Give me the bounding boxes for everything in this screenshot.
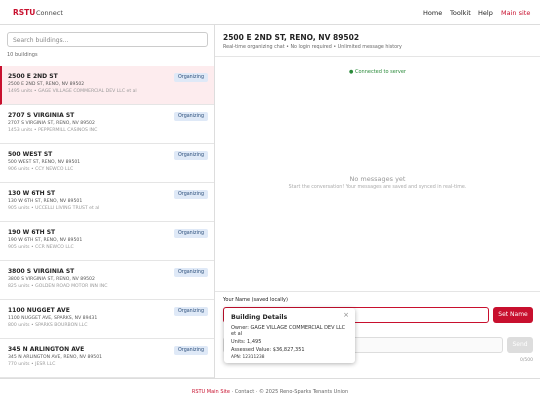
building-item[interactable]: 2500 E 2ND ST 2500 E 2ND ST, RENO, NV 895… (0, 66, 214, 105)
status-text: Connected to server (355, 69, 406, 75)
building-address: 3800 S VIRGINIA ST, RENO, NV 89502 (8, 277, 95, 282)
status-badge: Organizing (174, 346, 208, 355)
building-item[interactable]: 3800 S VIRGINIA ST 3800 S VIRGINIA ST, RE… (0, 261, 214, 300)
empty-text: Start the conversation! Your messages ar… (288, 185, 467, 190)
building-name: 2500 E 2ND ST (8, 73, 58, 80)
placeholder: Search buildings... (13, 37, 69, 44)
footer-link[interactable]: RSTU Main Site (191, 389, 230, 395)
building-address: 1100 NUGGET AVE, SPARKS, NV 89431 (8, 316, 98, 321)
brand[interactable]: RSTU (13, 8, 36, 17)
send-button[interactable]: Send (507, 337, 533, 353)
footer-link[interactable]: Contact (234, 389, 255, 395)
nav-link[interactable]: Toolkit (450, 9, 471, 17)
building-meta: 1453 units • PEPPERMILL CASINOS INC (8, 128, 98, 133)
copyright: © 2025 Reno-Sparks Tenants Union (258, 389, 349, 395)
building-address: 2707 S VIRGINIA ST, RENO, NV 89502 (8, 121, 95, 126)
chat-subtitle: Real-time organizing chat • No login req… (223, 45, 402, 50)
count: 10 buildings (7, 52, 38, 58)
status: ● Connected to server (349, 69, 406, 75)
building-meta: 906 units • CCY NEWCO LLC (8, 167, 74, 172)
set-name-button[interactable]: Set Name (493, 307, 533, 323)
separator: · (231, 389, 234, 395)
product: Connect (36, 9, 63, 17)
popup-body: Owner: GAGE VILLAGE COMMERCIAL DEV LLC e… (231, 325, 348, 360)
close-button[interactable]: × (343, 311, 349, 319)
building-name: 2707 S VIRGINIA ST (8, 112, 75, 119)
separator: · (255, 389, 258, 395)
building-meta: 905 units • UCCELLI LIVING TRUST et al (8, 206, 100, 211)
building-meta: 1495 units • GAGE VILLAGE COMMERCIAL DEV… (8, 89, 137, 94)
popup-line: Units: 1,495 (231, 339, 262, 345)
status-badge: Organizing (174, 229, 208, 238)
footer: RSTU Main Site · Contact · © 2025 Reno-S… (0, 378, 540, 405)
building-item[interactable]: 500 WEST ST 500 WEST ST, RENO, NV 89501 90… (0, 144, 214, 183)
building-address: 2500 E 2ND ST, RENO, NV 89502 (8, 82, 85, 87)
building-name: 1100 NUGGET AVE (8, 307, 70, 314)
status-badge: Organizing (174, 307, 208, 316)
name-input[interactable] (223, 307, 489, 323)
building-meta: 825 units • GOLDEN ROAD MOTOR INN INC (8, 284, 108, 289)
building-name: 345 N ARLINGTON AVE (8, 346, 85, 353)
building-item[interactable]: 190 W 6TH ST 190 W 6TH ST, RENO, NV 89501… (0, 222, 214, 261)
building-item[interactable]: 2707 S VIRGINIA ST 2707 S VIRGINIA ST, RE… (0, 105, 214, 144)
building-address: 500 WEST ST, RENO, NV 89501 (8, 160, 81, 165)
popup-title: Building Details (231, 314, 288, 321)
empty-title: No messages yet (349, 175, 406, 183)
popup-line: Owner: GAGE VILLAGE COMMERCIAL DEV LLC e… (231, 325, 346, 337)
building-meta: 905 units • CCR NEWCO LLC (8, 245, 74, 250)
building-item[interactable]: 130 W 6TH ST 130 W 6TH ST, RENO, NV 89501… (0, 183, 214, 222)
divider (215, 291, 540, 292)
building-address: 190 W 6TH ST, RENO, NV 89501 (8, 238, 83, 243)
nav-link[interactable]: Help (478, 9, 493, 17)
popup-line: APN: 12311238 (231, 355, 265, 360)
building-address: 130 W 6TH ST, RENO, NV 89501 (8, 199, 83, 204)
status-badge: Organizing (174, 112, 208, 121)
building-meta: 800 units • SPARKS BOURBON LLC (8, 323, 88, 328)
nav-link[interactable]: Main site (501, 9, 531, 17)
header: RSTU Connect Home Toolkit Help Main site (0, 0, 540, 25)
building-address: 345 N ARLINGTON AVE, RENO, NV 89501 (8, 355, 103, 360)
building-meta: 770 units • JESR LLC (8, 362, 56, 367)
counter: 0/500 (520, 358, 533, 363)
name-label: Your Name (saved locally) (223, 297, 288, 303)
status-badge: Organizing (174, 190, 208, 199)
building-name: 3800 S VIRGINIA ST (8, 268, 75, 275)
building-item[interactable]: 345 N ARLINGTON AVE 345 N ARLINGTON AVE, … (0, 339, 214, 378)
divider (215, 56, 540, 57)
search-input[interactable]: Search buildings... (7, 32, 208, 47)
popup-line: Assessed Value: $36,827,351 (231, 347, 305, 353)
building-name: 190 W 6TH ST (8, 229, 56, 236)
building-list: 2500 E 2ND ST 2500 E 2ND ST, RENO, NV 895… (0, 66, 214, 378)
nav-link[interactable]: Home (423, 9, 443, 17)
status-badge: Organizing (174, 73, 208, 82)
building-item[interactable]: 1100 NUGGET AVE 1100 NUGGET AVE, SPARKS, … (0, 300, 214, 339)
building-name: 500 WEST ST (8, 151, 53, 158)
building-name: 130 W 6TH ST (8, 190, 56, 197)
status-badge: Organizing (174, 151, 208, 160)
sidebar: Search buildings... 10 buildings 2500 E … (0, 25, 215, 378)
chat-title: 2500 E 2ND ST, RENO, NV 89502 (223, 33, 360, 42)
status-badge: Organizing (174, 268, 208, 277)
popup: Building Details × Owner: GAGE VILLAGE C… (224, 308, 355, 363)
